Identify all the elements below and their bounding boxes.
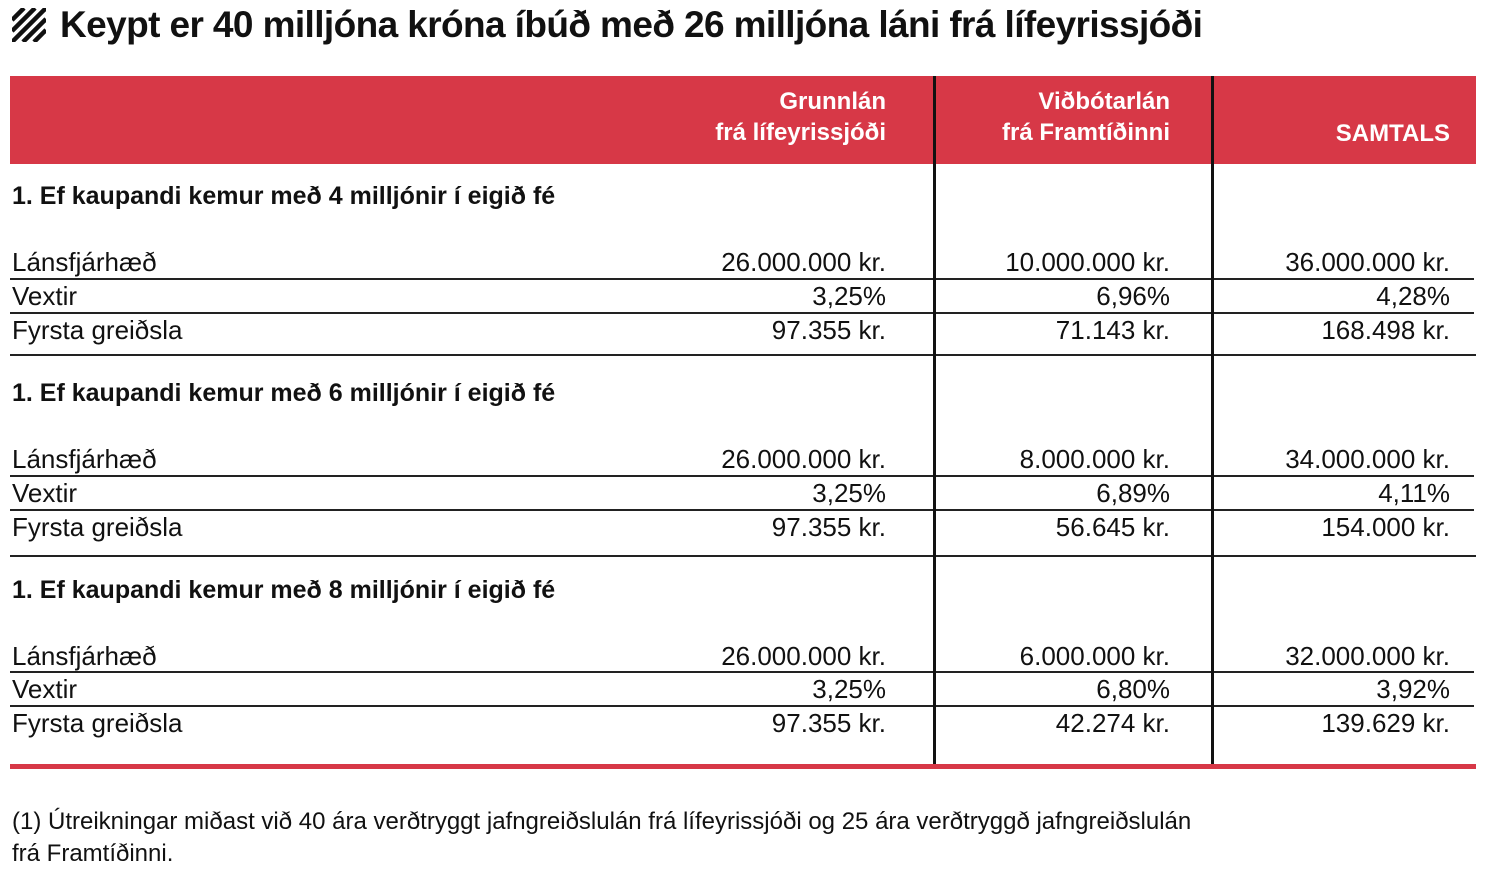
column-header-line: Viðbótarlán xyxy=(1038,88,1170,115)
footnote: (1) Útreikningar miðast við 40 ára verðt… xyxy=(12,806,1472,870)
cell-value: 42.274 kr. xyxy=(1055,708,1170,738)
row-divider xyxy=(10,705,1474,707)
section-title: 1. Ef kaupandi kemur með 4 milljónir í e… xyxy=(12,182,556,210)
section-divider xyxy=(10,555,1476,557)
cell-value: 6,89% xyxy=(1096,478,1170,508)
column-divider xyxy=(1211,76,1214,764)
cell-value: 3,25% xyxy=(812,674,886,704)
cell-value: 32.000.000 kr. xyxy=(1285,641,1450,671)
row-label: Lánsfjárhæð xyxy=(12,444,157,474)
row-label: Fyrsta greiðsla xyxy=(12,315,183,345)
cell-value: 26.000.000 kr. xyxy=(721,444,886,474)
cell-value: 36.000.000 kr. xyxy=(1285,247,1450,277)
table-row: Fyrsta greiðsla 97.355 kr. 71.143 kr. 16… xyxy=(10,312,1476,346)
column-divider xyxy=(933,76,936,764)
table-row: Lánsfjárhæð 26.000.000 kr. 8.000.000 kr.… xyxy=(10,441,1476,475)
column-header-vidbotarlan: Viðbótarlán frá Framtíðinni xyxy=(10,76,1170,164)
cell-value: 154.000 kr. xyxy=(1321,512,1450,542)
cell-value: 168.498 kr. xyxy=(1321,315,1450,345)
row-divider xyxy=(10,475,1474,477)
column-header-line: SAMTALS xyxy=(1335,120,1450,147)
column-header-line: Grunnlán xyxy=(779,88,886,115)
diagonal-stripes-icon xyxy=(12,8,46,42)
cell-value: 71.143 kr. xyxy=(1055,315,1170,345)
column-header-grunnlan: Grunnlán frá lífeyrissjóði xyxy=(10,76,886,164)
cell-value: 97.355 kr. xyxy=(771,708,886,738)
cell-value: 139.629 kr. xyxy=(1321,708,1450,738)
cell-value: 3,25% xyxy=(812,478,886,508)
row-label: Fyrsta greiðsla xyxy=(12,708,183,738)
footnote-line: (1) Útreikningar miðast við 40 ára verðt… xyxy=(12,808,1192,835)
table-row: Lánsfjárhæð 26.000.000 kr. 10.000.000 kr… xyxy=(10,244,1476,278)
row-label: Vextir xyxy=(12,478,78,508)
cell-value: 56.645 kr. xyxy=(1055,512,1170,542)
cell-value: 97.355 kr. xyxy=(771,512,886,542)
table-row: Fyrsta greiðsla 97.355 kr. 56.645 kr. 15… xyxy=(10,509,1476,543)
row-divider xyxy=(10,509,1474,511)
table-bottom-rule xyxy=(10,764,1476,769)
cell-value: 4,28% xyxy=(1376,281,1450,311)
section-title: 1. Ef kaupandi kemur með 6 milljónir í e… xyxy=(12,379,556,407)
row-label: Vextir xyxy=(12,281,78,311)
column-header-line: frá Framtíðinni xyxy=(1001,119,1170,146)
cell-value: 3,25% xyxy=(812,281,886,311)
row-divider xyxy=(10,278,1474,280)
cell-value: 4,11% xyxy=(1378,478,1450,508)
cell-value: 26.000.000 kr. xyxy=(721,247,886,277)
title-text: Keypt er 40 milljóna króna íbúð með 26 m… xyxy=(60,4,1203,45)
cell-value: 3,92% xyxy=(1376,674,1450,704)
row-divider xyxy=(10,312,1474,314)
table-row: Fyrsta greiðsla 97.355 kr. 42.274 kr. 13… xyxy=(10,705,1476,739)
footnote-line: frá Framtíðinni. xyxy=(12,840,174,867)
cell-value: 6,96% xyxy=(1096,281,1170,311)
row-label: Lánsfjárhæð xyxy=(12,247,157,277)
page-title: Keypt er 40 milljóna króna íbúð með 26 m… xyxy=(12,0,1203,50)
table-row: Lánsfjárhæð 26.000.000 kr. 6.000.000 kr.… xyxy=(10,638,1476,672)
column-header-samtals: SAMTALS xyxy=(10,76,1450,164)
row-divider xyxy=(10,671,1474,673)
cell-value: 6.000.000 kr. xyxy=(1019,641,1170,671)
section-divider xyxy=(10,354,1476,356)
table-row: Vextir 3,25% 6,96% 4,28% xyxy=(10,278,1476,312)
table-header: Grunnlán frá lífeyrissjóði Viðbótarlán f… xyxy=(10,76,1476,164)
row-label: Lánsfjárhæð xyxy=(12,641,157,671)
row-label: Vextir xyxy=(12,674,78,704)
row-label: Fyrsta greiðsla xyxy=(12,512,183,542)
cell-value: 10.000.000 kr. xyxy=(1005,247,1170,277)
cell-value: 26.000.000 kr. xyxy=(721,641,886,671)
column-header-line: frá lífeyrissjóði xyxy=(715,119,886,146)
cell-value: 97.355 kr. xyxy=(771,315,886,345)
table-row: Vextir 3,25% 6,89% 4,11% xyxy=(10,475,1476,509)
cell-value: 34.000.000 kr. xyxy=(1285,444,1450,474)
section-title: 1. Ef kaupandi kemur með 8 milljónir í e… xyxy=(12,576,556,604)
cell-value: 6,80% xyxy=(1096,674,1170,704)
cell-value: 8.000.000 kr. xyxy=(1019,444,1170,474)
table-row: Vextir 3,25% 6,80% 3,92% xyxy=(10,671,1476,705)
